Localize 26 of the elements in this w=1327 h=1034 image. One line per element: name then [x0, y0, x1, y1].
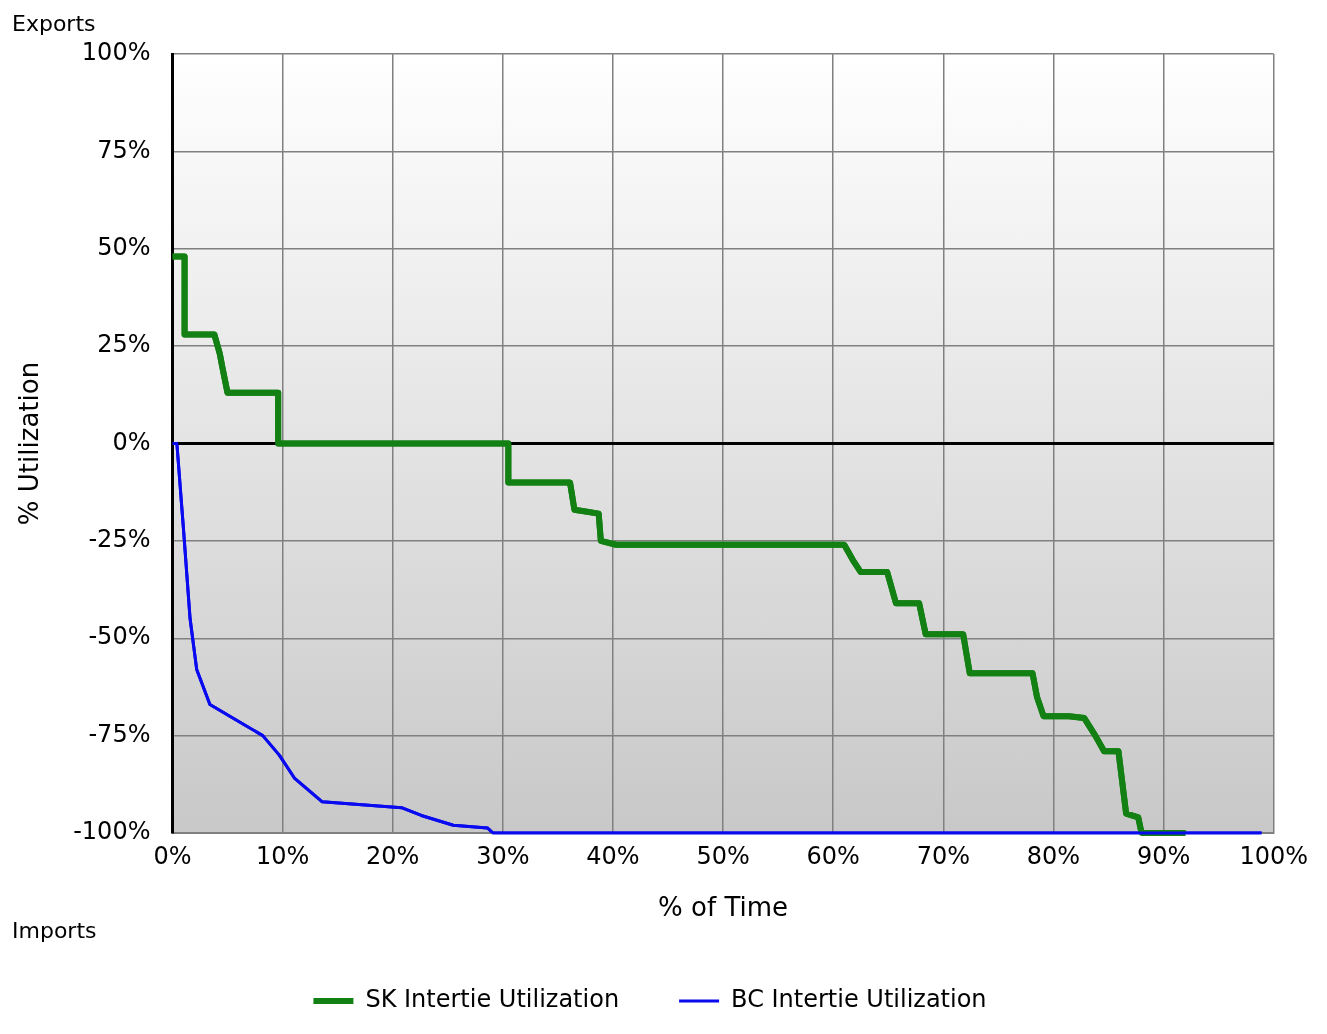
x-tick-label: 0% — [153, 841, 192, 870]
x-tick-label: 20% — [366, 841, 420, 870]
y-tick-label: -100% — [73, 817, 151, 846]
y-tick-label: -75% — [88, 719, 151, 748]
y-tick-label: 75% — [97, 135, 151, 164]
x-tick-label: 40% — [586, 841, 640, 870]
x-axis-title: % of Time — [658, 892, 789, 923]
y-tick-label: -25% — [88, 525, 151, 554]
y-tick-label: 50% — [97, 232, 151, 261]
x-tick-label: 50% — [696, 841, 750, 870]
y-tick-label: 100% — [81, 38, 151, 67]
legend-label: SK Intertie Utilization — [365, 985, 620, 1014]
x-tick-label: 100% — [1239, 841, 1309, 870]
x-tick-label: 30% — [476, 841, 530, 870]
text: Exports — [12, 10, 96, 36]
y-tick-label: 0% — [112, 427, 151, 456]
x-tick-label: 90% — [1136, 841, 1191, 870]
legend-label: BC Intertie Utilization — [731, 985, 987, 1014]
y-axis-title: % Utilization — [14, 361, 45, 526]
x-tick-label: 70% — [916, 841, 970, 870]
y-tick-label: 25% — [97, 330, 151, 359]
x-tick-label: 80% — [1026, 841, 1081, 870]
x-tick-label: 60% — [806, 841, 860, 870]
x-tick-label: 10% — [255, 841, 310, 870]
y-tick-label: -50% — [88, 622, 151, 651]
text: Imports — [12, 917, 97, 943]
